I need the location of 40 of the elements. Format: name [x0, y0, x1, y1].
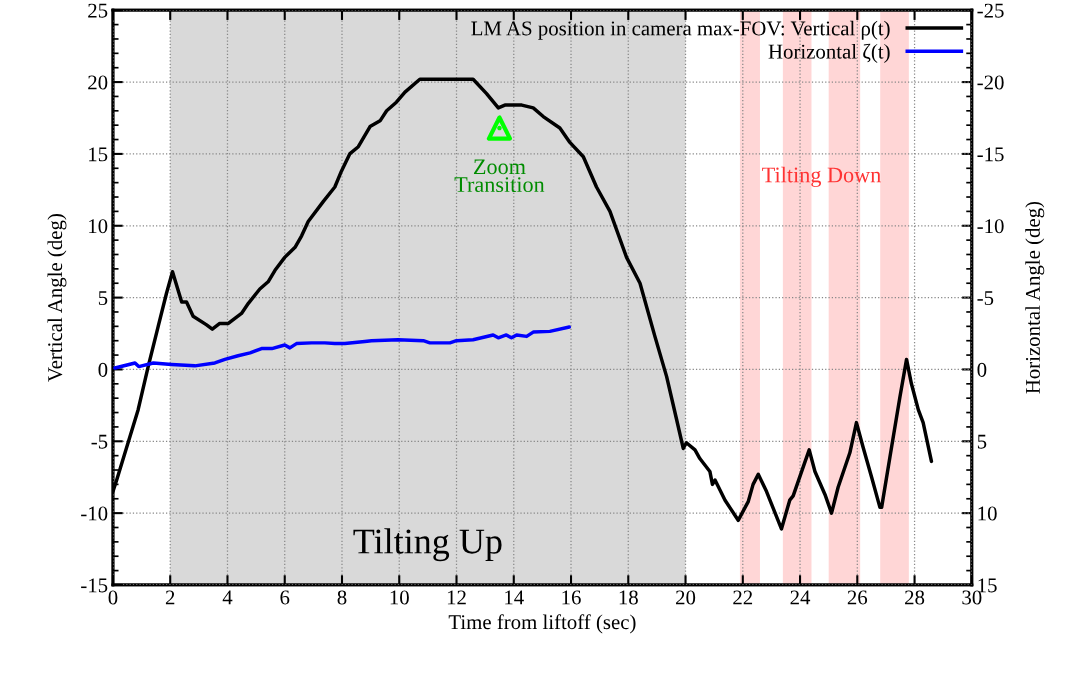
- y2-tick-label: 10: [978, 506, 997, 521]
- annotation: Tilting Down: [762, 166, 881, 188]
- legend-label: Horizontal ζ(t): [768, 43, 890, 63]
- y-tick-label: 0: [98, 362, 108, 377]
- y-tick-label: -15: [81, 578, 108, 593]
- x-tick-label: 20: [676, 590, 696, 605]
- x-tick-label: 6: [280, 590, 290, 605]
- x-tick-label: 18: [619, 590, 638, 605]
- y2-tick-label: -5: [977, 291, 994, 306]
- annotation: Zoom Transition: [454, 159, 545, 193]
- y-tick-label: 20: [88, 75, 108, 90]
- y-tick-label: 15: [89, 147, 108, 162]
- x-tick-label: 16: [562, 590, 581, 605]
- x-tick-label: 24: [790, 590, 811, 605]
- x-tick-label: 10: [390, 590, 409, 605]
- x-tick-label: 0: [108, 590, 118, 605]
- x-tick-label: 26: [847, 590, 868, 605]
- y-tick-label: 25: [88, 3, 108, 18]
- y-tick-label: 5: [98, 291, 108, 306]
- y2-axis-title: Horizontal Angle (deg): [1025, 201, 1045, 394]
- x-tick-label: 12: [447, 590, 466, 605]
- x-tick-label: 14: [505, 590, 524, 605]
- y-tick-label: -5: [91, 434, 108, 449]
- y2-tick-label: 0: [977, 362, 987, 377]
- y2-tick-label: 5: [977, 434, 987, 449]
- legend-label: LM AS position in camera max-FOV: Vertical ρ(t): [471, 20, 890, 40]
- y-tick-label: -10: [81, 506, 108, 521]
- band-label: Tilting Up: [353, 528, 502, 562]
- x-tick-label: 28: [905, 590, 925, 605]
- y2-tick-label: -15: [977, 147, 1004, 162]
- y2-tick-label: -10: [977, 219, 1004, 234]
- x-axis-title: Time from liftoff (sec): [448, 614, 636, 634]
- x-tick-label: 8: [337, 590, 347, 605]
- x-tick-label: 2: [165, 590, 175, 605]
- x-tick-label: 22: [733, 590, 753, 605]
- y-axis-title: Vertical Angle (deg): [47, 214, 67, 382]
- y2-tick-label: -25: [977, 3, 1004, 18]
- y-tick-label: 10: [89, 219, 108, 234]
- y2-tick-label: -20: [977, 75, 1004, 90]
- x-tick-label: 4: [222, 590, 233, 605]
